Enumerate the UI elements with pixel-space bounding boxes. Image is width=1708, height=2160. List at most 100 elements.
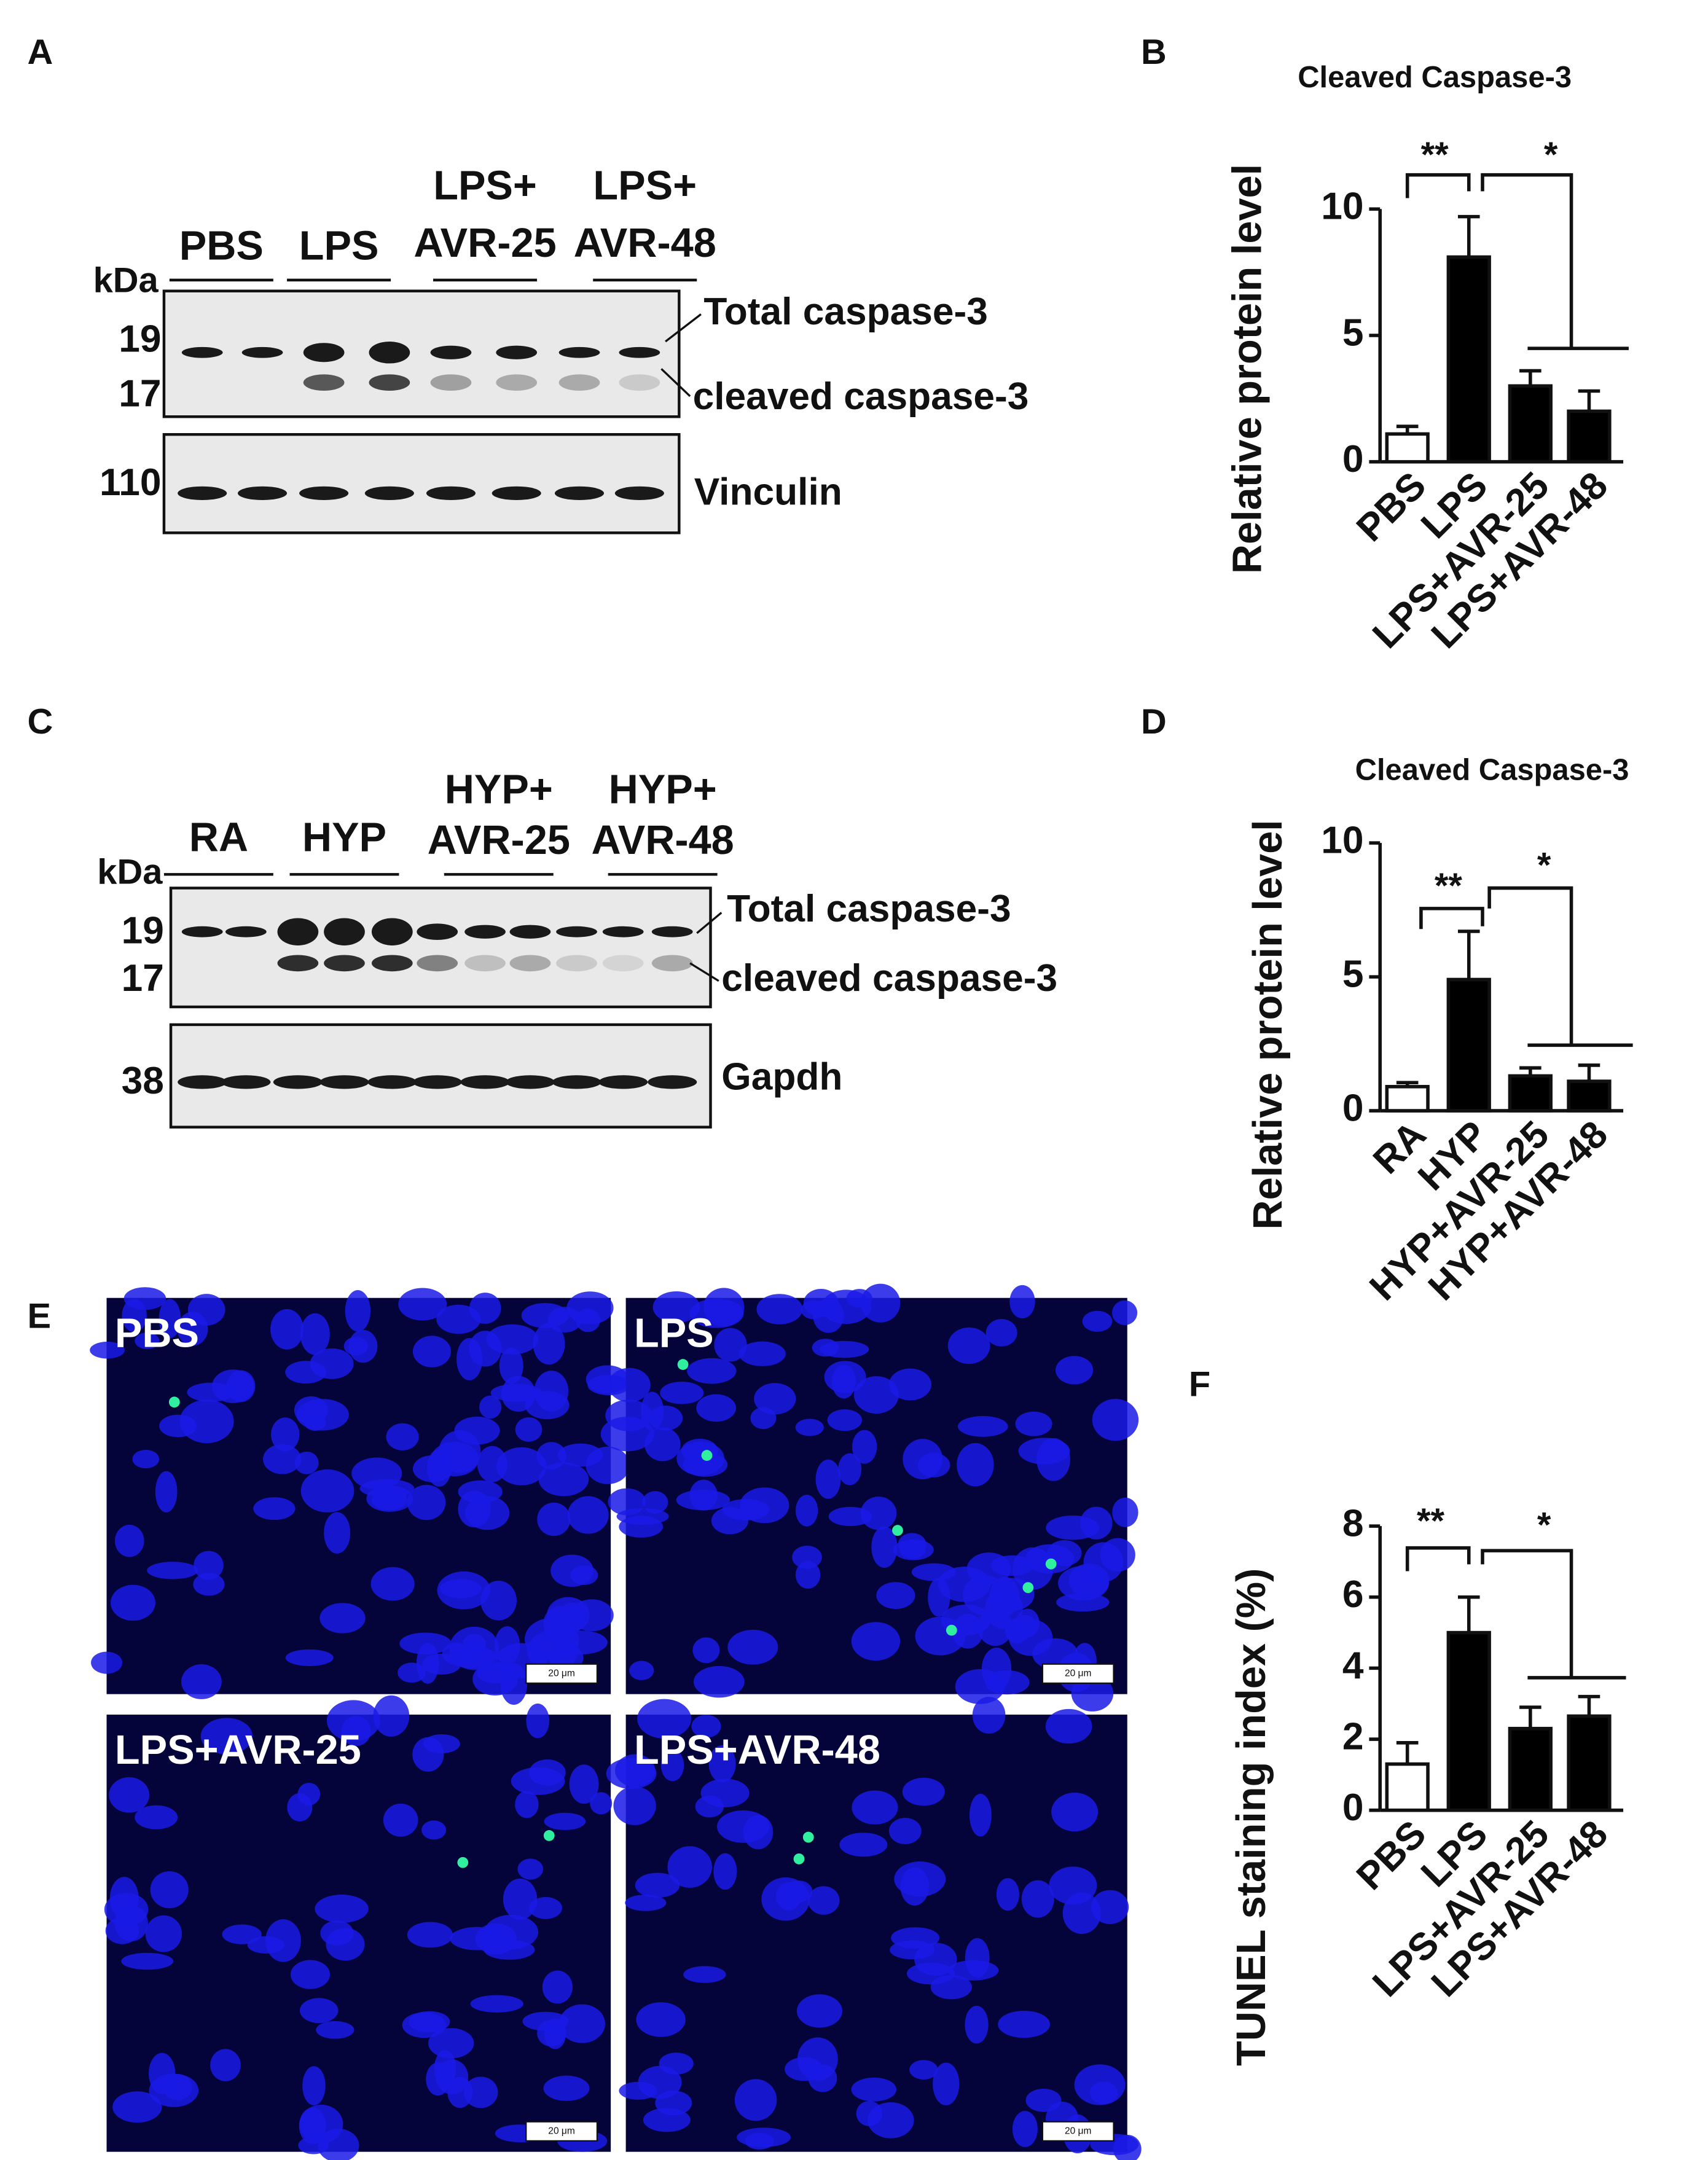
y-tick-label: 10 [1321,186,1363,228]
nucleus [1091,1890,1129,1924]
band [364,486,414,500]
nucleus [90,1341,125,1359]
significance: * [1544,135,1558,174]
band [319,1075,369,1089]
nucleus [965,2005,989,2044]
significance: ** [1421,135,1449,174]
nucleus [756,1294,803,1325]
arrows [660,313,723,982]
micrograph [90,1287,630,1705]
tunel-positive [1045,1558,1057,1570]
y-tick-label: 2 [1342,1715,1364,1758]
blot-frame [162,432,681,534]
nucleus [496,1447,547,1485]
nucleus [193,1573,225,1596]
band [651,955,693,972]
band [367,1075,417,1089]
nucleus [635,1872,680,1898]
band [464,925,506,939]
tunel-positive [168,1396,180,1408]
y-tick-label: 5 [1342,953,1364,996]
nucleus [448,1646,498,1669]
nucleus [775,1882,802,1911]
nucleus [316,2021,355,2039]
image-label: LPS+AVR-25 [115,1728,361,1773]
nucleus [543,2075,590,2101]
nucleus [135,1805,178,1829]
nucleus [933,2062,960,2106]
band-label: Vinculin [694,471,842,514]
nucleus [373,1695,410,1737]
nucleus [484,1914,539,1950]
image-label: LPS+AVR-48 [634,1728,880,1773]
nucleus [149,2052,176,2094]
band [558,346,600,358]
nucleus [909,2060,938,2080]
nucleus [300,1469,355,1512]
tunel-positive [892,1525,903,1536]
nucleus [271,1417,300,1452]
nucleus [871,1526,898,1568]
nucleus [652,1291,700,1323]
nucleus [302,2066,326,2106]
nucleus [407,1922,453,1948]
significance: * [1537,845,1551,885]
band-label: cleaved caspase-3 [721,957,1057,1000]
nucleus [517,1858,544,1880]
nucleus [486,1324,539,1355]
band [371,918,413,945]
mw-marker: 17 [122,957,164,1000]
band [324,918,365,945]
nucleus [969,1793,992,1837]
nucleus [957,1415,1008,1437]
micrograph [606,1696,1142,2160]
nucleus [537,1502,571,1536]
band [509,925,551,939]
y-tick-label: 0 [1342,1786,1364,1829]
nucleus [181,1664,222,1699]
y-tick-label: 5 [1342,311,1364,354]
nucleus [689,1479,718,1511]
y-axis-label: Relative protein level [1245,820,1291,1229]
lane-label: LPS [299,223,379,268]
nucleus [187,1294,225,1326]
nucleus [299,2107,326,2145]
nucleus [689,1298,744,1328]
scale-bar-label: 20 μm [1065,2126,1092,2136]
nucleus [114,1524,144,1557]
significance: ** [1417,1501,1444,1541]
nucleus [738,1341,786,1366]
band [181,346,223,358]
nucleus [1092,1398,1139,1441]
nucleus [1071,1675,1114,1712]
bar [1385,432,1430,464]
y-tick-label: 6 [1342,1573,1364,1616]
nucleus [470,1995,523,2013]
nucleus [643,2108,691,2132]
band [426,486,476,500]
nucleus [888,1368,932,1401]
nucleus [636,2002,686,2037]
nucleus [795,1495,818,1527]
nucleus [852,1430,877,1464]
nucleus [754,1383,796,1415]
nucleus [815,1459,841,1499]
nucleus [914,1943,957,1976]
nucleus [888,1817,922,1845]
nucleus [667,1846,712,1888]
tunel-positive [946,1624,957,1636]
nucleus [629,1661,654,1680]
band-label: Gapdh [721,1055,842,1098]
chart-title: Cleaved Caspase-3 [1355,753,1629,786]
nucleus [947,1327,990,1364]
nucleus [105,1917,139,1944]
nucleus [1012,2111,1038,2147]
bar [1446,1630,1491,1812]
nucleus [795,1418,824,1436]
nucleus [900,1867,930,1906]
nucleus [440,1579,482,1598]
nucleus [570,1565,598,1586]
nucleus [965,1938,990,1978]
band [417,955,458,972]
nucleus [511,1767,565,1795]
